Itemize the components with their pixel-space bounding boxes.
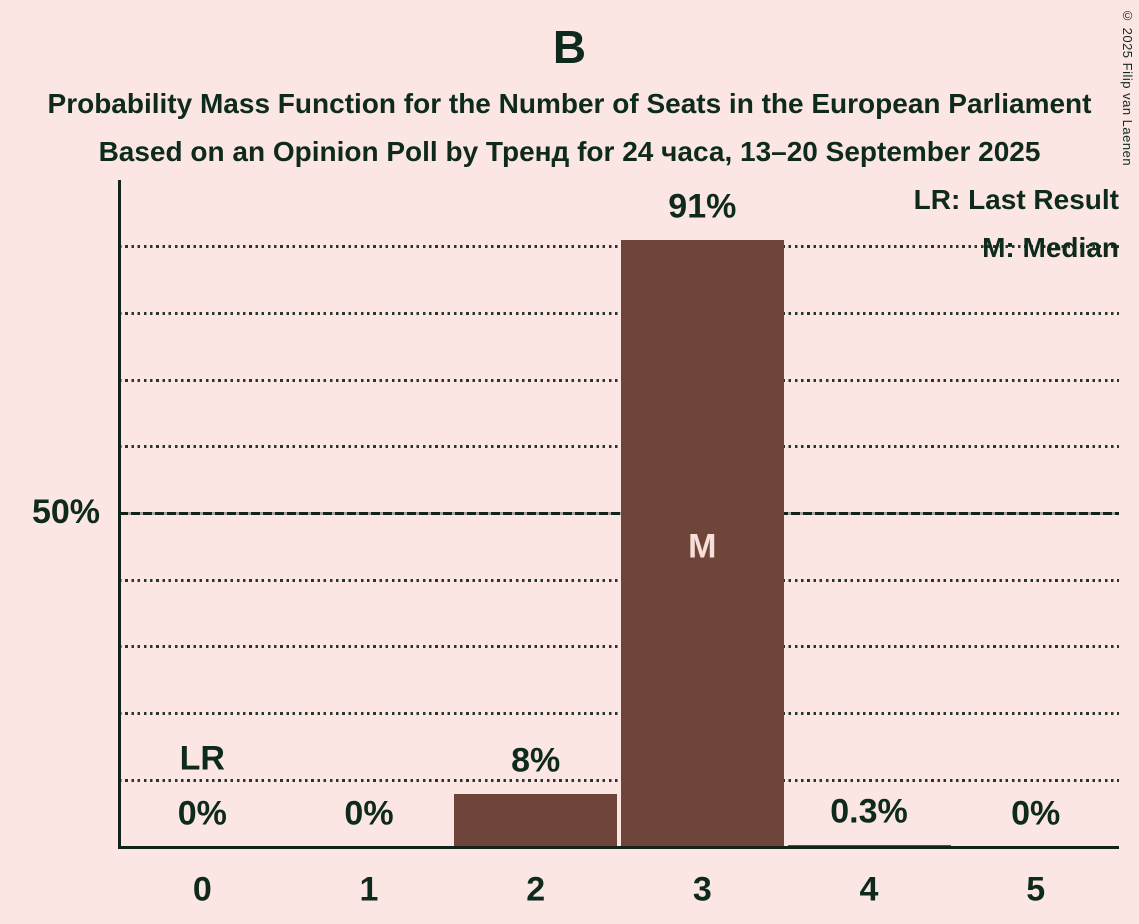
chart-subtitle: Probability Mass Function for the Number…	[47, 88, 1092, 119]
gridline	[119, 578, 1119, 582]
gridline	[119, 712, 1119, 716]
x-axis-tick-label-1: 1	[359, 870, 379, 909]
gridline	[119, 311, 1119, 315]
gridline	[119, 245, 1119, 249]
bar-seats-3	[620, 240, 784, 847]
bar-value-label: 8%	[511, 741, 561, 780]
x-axis-tick-label-3: 3	[692, 870, 712, 909]
legend-last-result: LR: Last Result	[913, 184, 1119, 215]
chart-title: B	[552, 21, 587, 73]
x-axis-line	[117, 845, 1119, 849]
x-axis-tick-label-4: 4	[859, 870, 879, 909]
x-axis-tick-label-2: 2	[526, 870, 546, 909]
chart-subtitle-poll-info: Based on an Opinion Poll by Тренд for 24…	[98, 136, 1041, 167]
y-axis-tick-label: 50%	[31, 492, 100, 531]
bar-value-label: 0.3%	[830, 792, 908, 831]
gridline	[119, 378, 1119, 382]
bar-seats-2	[454, 793, 618, 847]
bar-value-label: 0%	[1011, 794, 1061, 833]
copyright-notice: © 2025 Filip van Laenen	[1120, 8, 1135, 167]
gridline-50-percent	[119, 512, 1119, 515]
bar-value-label: 0%	[344, 794, 394, 833]
x-axis-tick-label-0: 0	[192, 870, 212, 909]
bar-value-label: 91%	[668, 187, 737, 226]
legend-median: M: Median	[982, 232, 1119, 263]
bar-value-label: 0%	[177, 794, 227, 833]
gridline	[119, 645, 1119, 649]
last-result-marker: LR	[179, 739, 225, 778]
gridline	[119, 445, 1119, 449]
gridline	[119, 778, 1119, 782]
median-marker: M	[688, 527, 717, 565]
x-axis-tick-label-5: 5	[1026, 870, 1046, 909]
y-axis-line	[117, 180, 121, 849]
